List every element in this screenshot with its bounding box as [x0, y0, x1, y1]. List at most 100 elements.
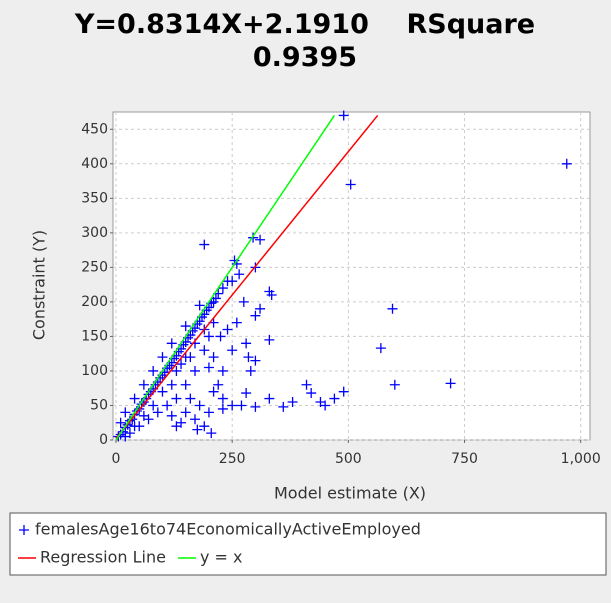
point [199, 345, 210, 356]
point [241, 338, 252, 349]
point [194, 300, 205, 311]
point [338, 386, 349, 397]
point [389, 379, 400, 390]
plot-area [112, 111, 591, 441]
y-tick-label: 250 [81, 259, 108, 275]
point [445, 378, 456, 389]
point [255, 234, 266, 245]
point [171, 421, 182, 432]
point [306, 388, 317, 399]
point [231, 317, 242, 328]
point [345, 179, 356, 190]
point [320, 400, 331, 411]
point [166, 410, 177, 421]
y-tick-label: 450 [81, 121, 108, 137]
line [115, 115, 336, 441]
legend-label: Regression Line [40, 548, 166, 567]
point [157, 386, 168, 397]
point [203, 407, 214, 418]
point [176, 359, 187, 370]
point [241, 388, 252, 399]
legend-symbol [19, 525, 29, 535]
point [278, 401, 289, 412]
point [129, 421, 140, 432]
point [264, 334, 275, 345]
point [190, 414, 200, 425]
point [217, 365, 228, 376]
point [206, 428, 217, 439]
y-tick-label: 100 [81, 363, 108, 379]
y-tick-label: 400 [81, 156, 108, 172]
point [255, 303, 266, 314]
point [171, 365, 182, 376]
point [287, 397, 298, 408]
point [138, 379, 149, 390]
point [222, 276, 233, 287]
point [250, 310, 261, 321]
point [266, 289, 277, 300]
point [185, 393, 196, 404]
point [203, 331, 214, 342]
point [166, 338, 177, 349]
x-tick-label: 250 [219, 451, 246, 467]
point [213, 379, 224, 390]
point [199, 421, 210, 432]
legend-label: femalesAge16to74EconomicallyActiveEmploy… [35, 520, 421, 539]
point [152, 407, 163, 418]
y-tick-label: 200 [81, 294, 108, 310]
x-tick-label: 1,000 [561, 451, 601, 467]
point [199, 239, 210, 250]
point [243, 352, 254, 363]
point [234, 269, 245, 280]
point [250, 401, 261, 412]
point [166, 379, 177, 390]
point [215, 331, 226, 342]
x-axis-label: Model estimate (X) [274, 484, 426, 503]
point [264, 393, 275, 404]
point [301, 379, 312, 390]
point [338, 110, 349, 121]
point [208, 352, 219, 363]
point [248, 232, 259, 243]
point [120, 431, 131, 442]
point [157, 352, 168, 363]
y-axis-label: Constraint (Y) [30, 230, 49, 340]
x-tick-label: 750 [451, 451, 478, 467]
line [115, 114, 379, 439]
point [171, 393, 182, 404]
point [162, 400, 173, 411]
point [180, 321, 191, 332]
point [227, 345, 238, 356]
y-tick-label: 300 [81, 225, 108, 241]
point [210, 293, 221, 304]
point [138, 410, 149, 421]
y-tick-label: 0 [99, 432, 108, 448]
point [120, 407, 131, 418]
y-tick-label: 150 [81, 328, 108, 344]
point [375, 343, 386, 354]
point [129, 393, 140, 404]
point [329, 393, 340, 404]
point [180, 407, 191, 418]
point [561, 158, 572, 169]
point [203, 362, 214, 373]
point [148, 400, 159, 411]
point [387, 303, 398, 314]
point [217, 283, 228, 294]
point [236, 400, 247, 411]
point [217, 393, 228, 404]
point [180, 379, 191, 390]
point [222, 324, 233, 335]
point [148, 365, 159, 376]
point [194, 400, 205, 411]
point [238, 296, 249, 307]
y-tick-label: 350 [81, 190, 108, 206]
chart-title: Y=0.8314X+2.1910 RSquare 0.9395 [74, 9, 545, 73]
point [192, 424, 203, 435]
x-tick-label: 500 [335, 451, 362, 467]
legend-label: y = x [200, 548, 243, 567]
point [208, 386, 219, 397]
point [217, 403, 228, 414]
